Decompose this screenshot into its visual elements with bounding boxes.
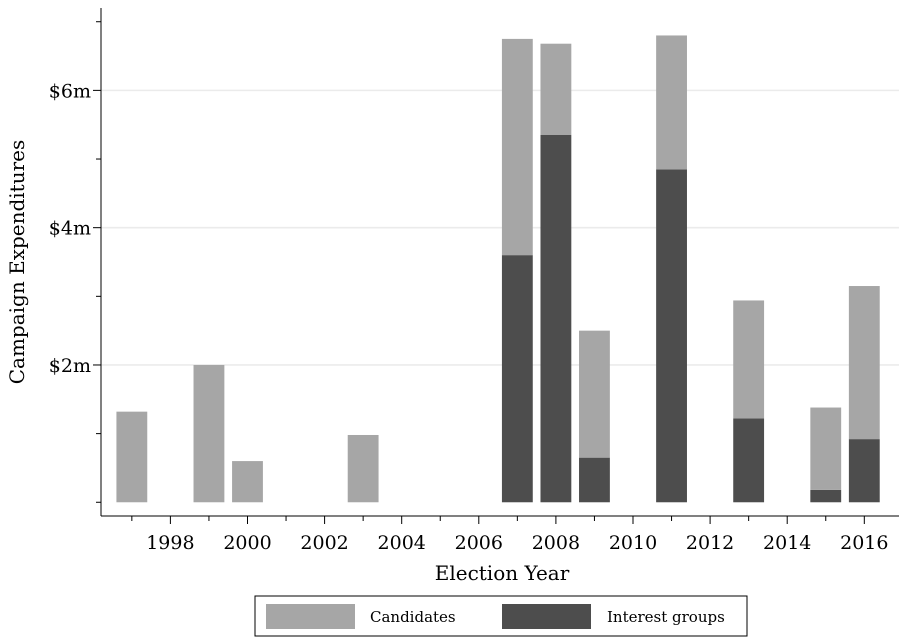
legend-label-candidates: Candidates xyxy=(370,608,456,626)
x-tick-label-2008: 2008 xyxy=(532,532,580,554)
x-tick-label-2000: 2000 xyxy=(223,532,271,554)
y-tick-label-2: $2m xyxy=(49,355,91,377)
gridlines xyxy=(101,89,899,366)
legend-label-interest-groups: Interest groups xyxy=(607,608,725,626)
legend: Candidates Interest groups xyxy=(254,595,748,637)
bar-candidates-2015 xyxy=(810,407,842,490)
bar-interest-groups-2016 xyxy=(848,439,880,503)
x-tick-label-1998: 1998 xyxy=(146,532,194,554)
axes xyxy=(100,8,899,517)
bar-candidates-1997 xyxy=(116,411,148,503)
bar-candidates-2016 xyxy=(848,286,880,440)
bar-interest-groups-2007 xyxy=(501,255,533,503)
bar-interest-groups-2011 xyxy=(656,169,687,503)
x-tick-label-2002: 2002 xyxy=(300,532,348,554)
bar-candidates-2009 xyxy=(579,330,610,458)
y-ticks: $2m $4m $6m xyxy=(49,21,101,503)
legend-swatch-candidates xyxy=(266,604,355,629)
x-tick-label-2010: 2010 xyxy=(609,532,657,554)
x-tick-label-2012: 2012 xyxy=(686,532,734,554)
x-ticks: 1998 2000 2002 2004 2006 2008 2010 2012 2014 2016 xyxy=(131,516,888,554)
x-tick-label-2006: 2006 xyxy=(455,532,503,554)
bar-candidates-2008 xyxy=(540,43,572,135)
bars xyxy=(116,35,880,503)
bar-interest-groups-2015 xyxy=(810,489,842,503)
x-tick-label-2014: 2014 xyxy=(763,532,811,554)
x-tick-label-2016: 2016 xyxy=(840,532,888,554)
x-tick-label-2004: 2004 xyxy=(378,532,426,554)
bar-interest-groups-2009 xyxy=(579,457,610,503)
bar-candidates-2011 xyxy=(656,35,687,170)
bar-candidates-2013 xyxy=(733,300,765,419)
bar-candidates-2000 xyxy=(232,461,263,503)
bar-candidates-1999 xyxy=(193,364,225,503)
bar-candidates-2007 xyxy=(501,38,533,256)
legend-swatch-interest-groups xyxy=(502,604,591,629)
y-tick-label-4: $4m xyxy=(49,218,91,240)
bar-interest-groups-2008 xyxy=(540,135,572,503)
y-axis-title: Campaign Expenditures xyxy=(5,140,29,385)
x-axis-title: Election Year xyxy=(435,561,570,585)
bar-candidates-2003 xyxy=(347,434,379,503)
bar-interest-groups-2013 xyxy=(733,418,765,503)
y-tick-label-6: $6m xyxy=(49,80,91,102)
